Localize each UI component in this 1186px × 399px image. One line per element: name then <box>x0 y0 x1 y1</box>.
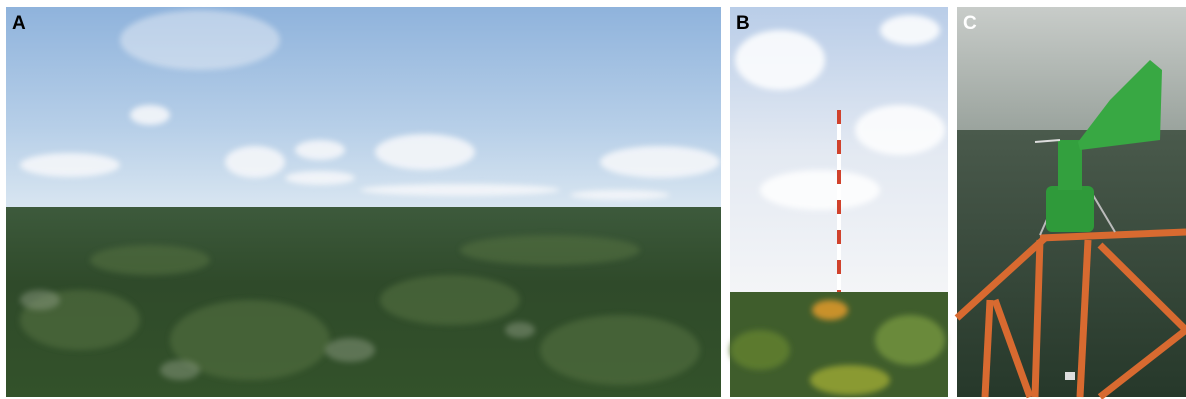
panel-c: C <box>954 7 1186 399</box>
panel-label: B <box>736 13 750 34</box>
panel-b: B <box>730 7 948 397</box>
panel-label: A <box>12 13 26 34</box>
panel-label: C <box>963 13 977 34</box>
panel-a: A <box>6 7 721 397</box>
